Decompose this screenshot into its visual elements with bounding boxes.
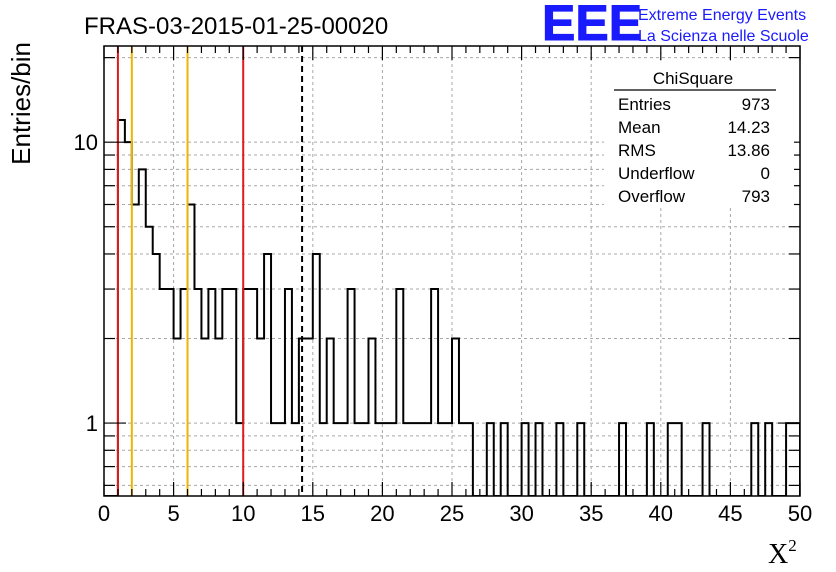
- eee-logo: EEE Extreme Energy Events La Scienza nel…: [542, 0, 809, 52]
- stats-value: 14.23: [727, 118, 770, 137]
- x-axis-label-superscript: 2: [788, 536, 797, 555]
- y-axis-label: Entries/bin: [6, 42, 36, 165]
- x-tick-label: 5: [167, 501, 179, 526]
- axis-ticks: 0 5 10 15 20 25 30 35 40 45 50 1 10: [74, 46, 812, 526]
- x-axis-label-base: X: [768, 539, 788, 570]
- x-tick-label: 40: [649, 501, 673, 526]
- stats-label: Mean: [618, 118, 661, 137]
- x-tick-label: 10: [231, 501, 255, 526]
- chart-title: FRAS-03-2015-01-25-00020: [84, 13, 388, 40]
- x-axis-label: X2: [768, 536, 797, 570]
- stats-label: Entries: [618, 95, 671, 114]
- y-tick-label: 10: [74, 130, 98, 155]
- stats-box-title: ChiSquare: [653, 69, 733, 88]
- x-tick-label: 20: [370, 501, 394, 526]
- eee-logo-line1: Extreme Energy Events: [638, 7, 806, 24]
- x-tick-label: 0: [98, 501, 110, 526]
- stats-value: 0: [761, 164, 770, 183]
- x-tick-label: 45: [718, 501, 742, 526]
- stats-label: Underflow: [618, 164, 695, 183]
- y-tick-label: 1: [86, 411, 98, 436]
- eee-logo-line2: La Scienza nelle Scuole: [638, 28, 809, 45]
- eee-logo-mark: EEE: [542, 0, 642, 51]
- x-tick-label: 30: [509, 501, 533, 526]
- stats-box-background: [604, 62, 794, 206]
- histogram-outline: [104, 118, 800, 496]
- histogram-bars: [104, 118, 800, 496]
- stats-value: 973: [742, 95, 770, 114]
- x-tick-label: 25: [440, 501, 464, 526]
- x-tick-label: 35: [579, 501, 603, 526]
- reference-lines: [116, 46, 304, 496]
- x-tick-label: 15: [301, 501, 325, 526]
- stats-value: 13.86: [727, 141, 770, 160]
- stats-label: RMS: [618, 141, 656, 160]
- stats-label: Overflow: [618, 187, 686, 206]
- stats-value: 793: [742, 187, 770, 206]
- stats-box: ChiSquare Entries 973 Mean 14.23 RMS 13.86 Und…: [604, 62, 794, 206]
- stats-rows: Entries 973 Mean 14.23 RMS 13.86 Underflow 0 Ove…: [618, 95, 770, 206]
- x-tick-label: 50: [788, 501, 812, 526]
